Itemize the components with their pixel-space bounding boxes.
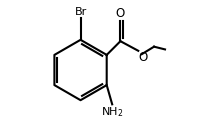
Text: O: O bbox=[139, 52, 148, 65]
Text: NH$_2$: NH$_2$ bbox=[101, 105, 124, 119]
Text: O: O bbox=[116, 7, 125, 20]
Text: Br: Br bbox=[75, 7, 87, 17]
